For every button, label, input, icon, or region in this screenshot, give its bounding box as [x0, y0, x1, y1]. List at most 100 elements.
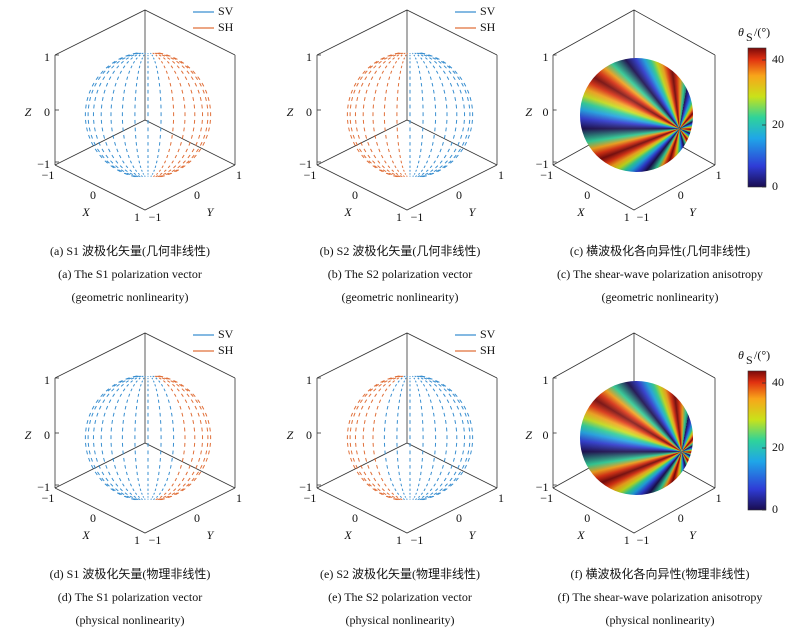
polarization-vector	[95, 457, 98, 462]
polarization-vector	[350, 134, 353, 139]
polarization-vector	[452, 412, 455, 417]
polarization-vector	[103, 134, 106, 139]
polarization-vector	[350, 89, 354, 94]
polarization-vector	[454, 450, 457, 455]
polarization-vector	[137, 172, 140, 175]
polarization-vector	[461, 464, 465, 469]
z-tick-label: 0	[306, 105, 312, 119]
polarization-vector	[168, 169, 172, 173]
polarization-vector	[353, 141, 356, 146]
polarization-vector	[391, 495, 395, 499]
polarization-vector	[94, 405, 97, 410]
polarization-vector	[372, 165, 377, 169]
polarization-vector	[132, 165, 135, 169]
polarization-vector	[137, 175, 141, 178]
polarization-vector	[122, 65, 126, 69]
polarization-vector	[417, 54, 420, 57]
polarization-vector	[112, 89, 115, 94]
polarization-vector	[361, 477, 365, 482]
polarization-vector	[161, 377, 165, 380]
polarization-vector	[347, 104, 349, 109]
polarization-vector	[116, 76, 120, 80]
polarization-vector	[110, 483, 114, 487]
polarization-vector	[403, 375, 406, 378]
colorbar-tick-label: 20	[772, 440, 784, 454]
polarization-vector	[158, 380, 161, 383]
polarization-vector	[467, 450, 470, 455]
polarization-vector	[154, 165, 157, 168]
legend-label: SV	[218, 327, 234, 341]
polarization-vector	[187, 483, 192, 487]
polarization-vector	[111, 388, 115, 392]
polarization-vector	[115, 165, 119, 169]
polarization-vector	[402, 384, 404, 387]
caption-line: (b) S2 波极化矢量(几何非线性)	[320, 244, 481, 258]
polarization-vector	[423, 377, 427, 380]
polarization-vector	[462, 450, 464, 455]
polarization-vector	[399, 175, 403, 178]
polarization-vector	[442, 488, 446, 492]
polarization-vector	[417, 160, 420, 164]
z-tick-label: −1	[536, 157, 549, 171]
polarization-vector	[123, 134, 125, 139]
polarization-vector	[400, 388, 403, 392]
polarization-vector	[427, 70, 430, 74]
polarization-vector	[155, 175, 159, 178]
polarization-vector	[439, 148, 442, 153]
polarization-vector	[461, 419, 464, 424]
polarization-vector	[107, 388, 112, 392]
polarization-vector	[204, 412, 208, 417]
polarization-vector	[430, 471, 433, 476]
polarization-vector	[111, 60, 116, 64]
polarization-vector	[370, 399, 374, 404]
polarization-vector	[361, 154, 365, 159]
y-axis-label: Y	[469, 205, 477, 219]
polarization-vector	[393, 54, 397, 57]
polarization-vector	[158, 57, 161, 60]
polarization-vector	[141, 169, 143, 172]
polarization-vector	[128, 377, 132, 380]
polarization-vector	[118, 477, 122, 482]
polarization-vector	[400, 377, 403, 380]
caption-line: (a) The S1 polarization vector	[58, 267, 202, 281]
polarization-vector	[141, 492, 143, 495]
polarization-vector	[464, 412, 467, 417]
polarization-vector	[433, 169, 438, 173]
polarization-vector	[441, 60, 445, 64]
polarization-vector	[173, 165, 177, 169]
polarization-vector	[167, 488, 171, 492]
polarization-vector	[105, 405, 109, 410]
polarization-vector	[202, 412, 205, 417]
polarization-vector	[198, 457, 201, 462]
polarization-vector	[179, 405, 182, 410]
polarization-vector	[124, 492, 128, 496]
polarization-vector	[115, 160, 119, 164]
polarization-vector	[119, 57, 124, 60]
polarization-vector	[114, 464, 117, 469]
polarization-vector	[172, 383, 176, 387]
polarization-vector	[356, 405, 359, 410]
polarization-vector	[397, 380, 400, 383]
polarization-vector	[102, 76, 106, 81]
polarization-vector	[429, 76, 432, 80]
polarization-vector	[416, 375, 420, 378]
polarization-vector	[386, 172, 391, 176]
polarization-vector	[389, 477, 392, 482]
polarization-vector	[129, 483, 132, 487]
polarization-vector	[116, 60, 120, 64]
polarization-vector	[101, 148, 105, 153]
polarization-vector	[159, 172, 163, 175]
polarization-vector	[203, 457, 206, 462]
polarization-vector	[132, 61, 136, 64]
caption-line: (physical nonlinearity)	[606, 613, 715, 627]
polarization-vector	[448, 388, 453, 392]
polarization-vector	[449, 483, 454, 487]
polarization-vector	[459, 76, 463, 81]
polarization-vector	[144, 375, 146, 378]
polarization-vector	[415, 498, 418, 501]
polarization-vector	[353, 89, 356, 94]
polarization-vector	[456, 405, 460, 410]
colorbar-tick-label: 40	[772, 52, 784, 66]
polarization-vector	[157, 154, 159, 159]
polarization-vector	[192, 70, 196, 75]
